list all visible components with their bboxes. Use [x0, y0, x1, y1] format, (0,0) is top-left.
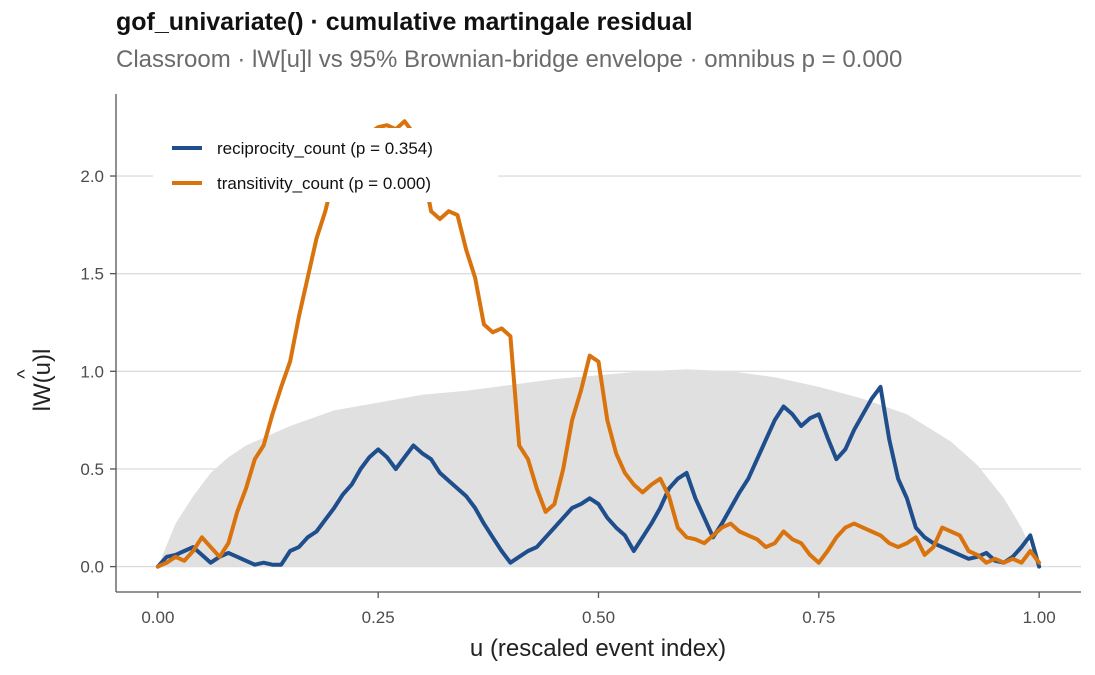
y-axis-title-hat: ^ [14, 369, 36, 379]
y-tick-label-0: 0.0 [80, 558, 104, 577]
y-tick-label-1: 0.5 [80, 460, 104, 479]
x-axis-title: u (rescaled event index) [470, 635, 726, 662]
chart-subtitle: Classroom · lW[u]l vs 95% Brownian-bridg… [116, 46, 903, 73]
x-tick-label-1: 0.25 [362, 608, 395, 627]
y-tick-label-3: 1.5 [80, 265, 104, 284]
y-tick-label-4: 2.0 [80, 167, 104, 186]
series-line-1 [155, 119, 1042, 569]
x-tick-labels: 0.00 0.25 0.50 0.75 1.00 [141, 592, 1056, 627]
x-tick-label-0: 0.00 [141, 608, 174, 627]
legend-label-transitivity: transitivity_count (p = 0.000) [217, 174, 431, 193]
legend: reciprocity_count (p = 0.354) transitivi… [153, 128, 498, 202]
y-tick-label-2: 1.0 [80, 362, 104, 381]
envelope-band [157, 369, 1040, 567]
legend-background [153, 128, 498, 202]
x-tick-label-3: 0.75 [802, 608, 835, 627]
chart-title: gof_univariate() · cumulative martingale… [116, 8, 693, 36]
y-axis-title-group: lW(u)l ^ [14, 349, 56, 412]
x-tick-label-4: 1.00 [1023, 608, 1056, 627]
x-tick-label-2: 0.50 [582, 608, 615, 627]
y-axis-title: lW(u)l [29, 349, 56, 412]
y-tick-labels: 0.0 0.5 1.0 1.5 2.0 [80, 167, 116, 577]
series-lines [155, 119, 1042, 569]
legend-label-reciprocity: reciprocity_count (p = 0.354) [217, 139, 433, 158]
series-line-0 [155, 384, 1042, 569]
